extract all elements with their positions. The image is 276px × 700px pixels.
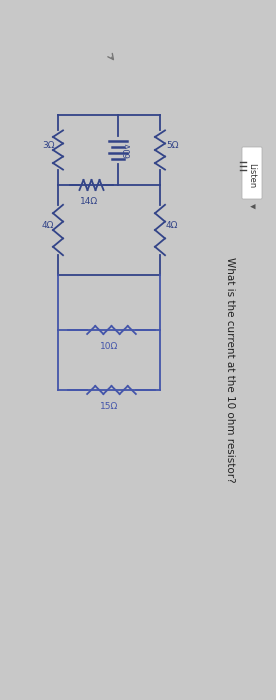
Text: 4Ω: 4Ω <box>166 220 178 230</box>
Text: What is the current at the 10 ohm resistor?: What is the current at the 10 ohm resist… <box>225 257 235 483</box>
Text: 4Ω: 4Ω <box>42 220 54 230</box>
Text: 5Ω: 5Ω <box>166 141 179 150</box>
Text: 10Ω: 10Ω <box>100 342 118 351</box>
Text: 15Ω: 15Ω <box>100 402 118 411</box>
Text: Listen: Listen <box>248 163 256 188</box>
FancyBboxPatch shape <box>242 147 262 199</box>
Text: ▼: ▼ <box>249 203 255 209</box>
Text: 3Ω: 3Ω <box>42 141 54 150</box>
Text: 60v: 60v <box>123 142 132 158</box>
Text: 14Ω: 14Ω <box>80 197 98 206</box>
